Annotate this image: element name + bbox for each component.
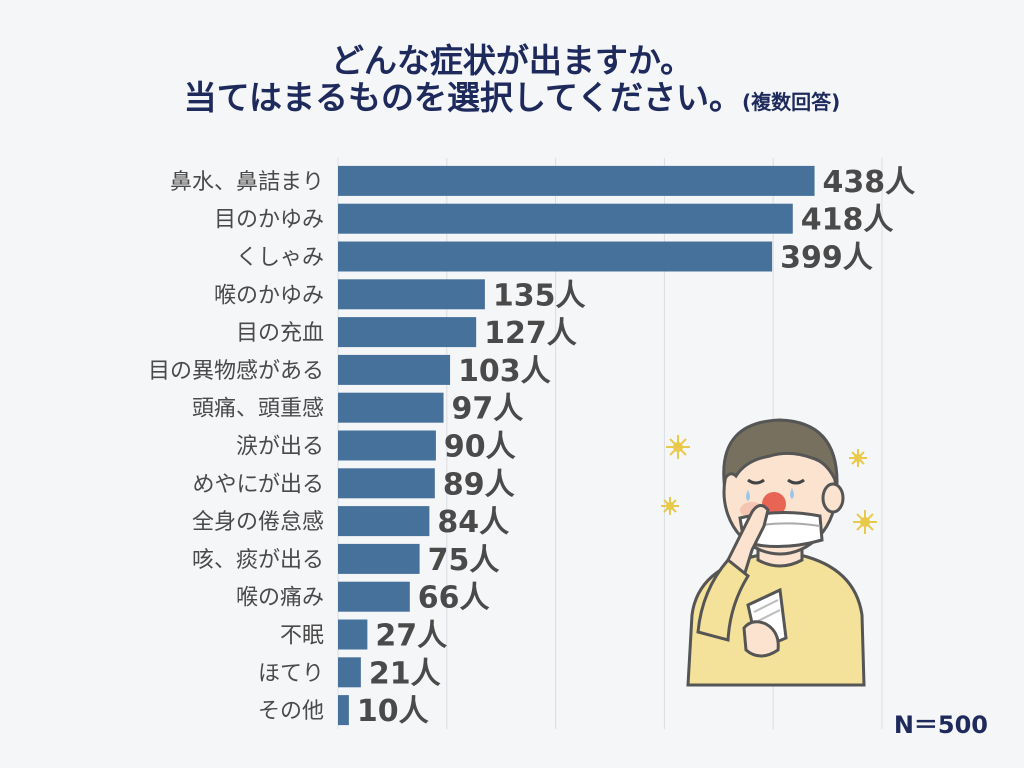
category-label: その他: [258, 699, 324, 724]
hand: [726, 504, 770, 579]
sneezing-person-illustration: [661, 418, 877, 687]
sparkle-icon: [661, 497, 679, 515]
category-label: 不眠: [280, 624, 324, 649]
bar: [338, 468, 435, 499]
hair: [722, 418, 839, 485]
category-label: 喉のかゆみ: [214, 283, 324, 308]
sparkle-icon: [666, 435, 690, 459]
bar: [338, 695, 349, 726]
bar: [338, 241, 773, 272]
category-label: 喉の痛み: [236, 586, 324, 611]
category-label: くしゃみ: [236, 246, 324, 271]
bar: [338, 657, 361, 688]
value-label: 21人: [369, 656, 441, 691]
value-label: 66人: [418, 581, 490, 616]
sparkle-icon: [849, 449, 867, 467]
value-label: 399人: [780, 241, 873, 276]
value-label: 438人: [823, 165, 916, 200]
sample-size-label: N＝500: [893, 711, 988, 739]
category-label: 全身の倦怠感: [192, 510, 324, 535]
value-label: 103人: [458, 354, 551, 389]
category-label: 鼻水、鼻詰まり: [170, 170, 324, 195]
bar: [338, 354, 451, 385]
sparkle-icon: [853, 510, 877, 534]
bar: [338, 430, 436, 461]
value-label: 10人: [357, 694, 429, 729]
chart-title: どんな症状が出ますか。 当てはまるものを選択してください。(複数回答): [0, 42, 1024, 121]
bar: [338, 165, 815, 196]
bar: [338, 506, 430, 537]
value-label: 418人: [801, 203, 894, 238]
value-label: 27人: [375, 619, 447, 654]
value-label: 97人: [452, 392, 524, 427]
value-label: 75人: [428, 543, 500, 578]
tear-icon: [746, 490, 750, 501]
eye: [787, 478, 805, 485]
value-label: 127人: [484, 316, 577, 351]
title-line-2: 当てはまるものを選択してください。: [183, 78, 743, 117]
category-label: 目の異物感がある: [148, 359, 324, 384]
bar: [338, 581, 410, 612]
bar: [338, 619, 368, 650]
category-label: ほてり: [258, 661, 324, 686]
value-label: 135人: [493, 278, 586, 313]
bar: [338, 279, 485, 310]
value-label: 89人: [443, 467, 515, 502]
category-label: 目のかゆみ: [214, 208, 324, 233]
category-label: 頭痛、頭重感: [192, 397, 324, 422]
title-note: (複数回答): [742, 90, 841, 114]
category-label: めやにが出る: [192, 472, 324, 497]
category-label: 咳、痰が出る: [192, 548, 324, 573]
category-label: 涙が出る: [236, 435, 324, 460]
bar: [338, 392, 444, 423]
value-label: 90人: [444, 430, 516, 465]
title-line-1: どんな症状が出ますか。: [330, 41, 694, 80]
bar: [338, 543, 420, 574]
bar: [338, 317, 477, 348]
eye: [747, 478, 765, 485]
category-label: 目の充血: [236, 321, 324, 346]
value-label: 84人: [437, 505, 509, 540]
bar: [338, 203, 793, 234]
